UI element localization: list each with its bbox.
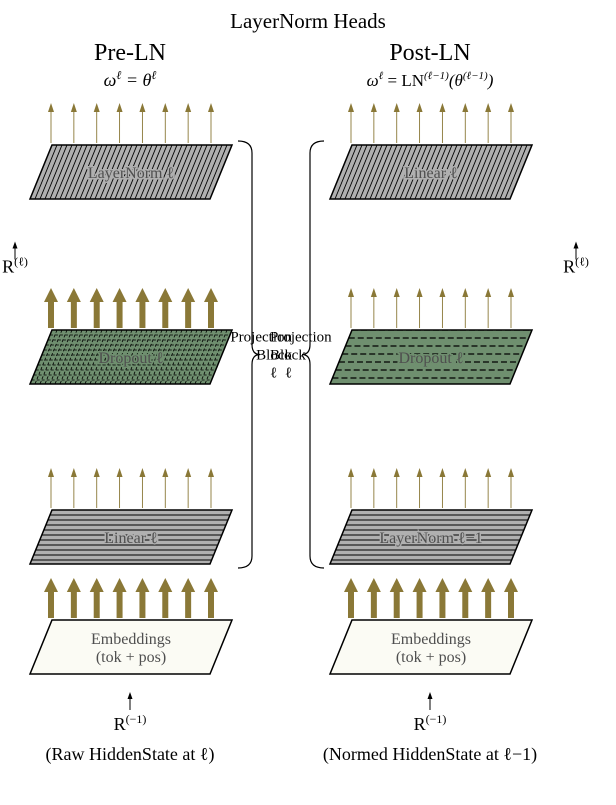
svg-text:LayerNorm Heads: LayerNorm Heads: [230, 9, 386, 33]
svg-text:ℓ: ℓ: [270, 366, 277, 382]
svg-text:ωℓ = θℓ: ωℓ = θℓ: [104, 68, 157, 90]
svg-text:(Raw HiddenState at ℓ): (Raw HiddenState at ℓ): [45, 744, 214, 765]
svg-text:LayerNorm ℓ−1: LayerNorm ℓ−1: [379, 530, 482, 547]
diagram-root: LayerNorm Heads Pre-LNωℓ = θℓ LayerNorm ℓ R…: [0, 0, 616, 800]
svg-text:R(−1): R(−1): [414, 712, 447, 734]
svg-text:Post-LN: Post-LN: [389, 40, 470, 66]
svg-text:Linear ℓ: Linear ℓ: [404, 165, 458, 182]
svg-text:(Normed HiddenState at ℓ−1): (Normed HiddenState at ℓ−1): [323, 744, 537, 765]
svg-text:Linear ℓ: Linear ℓ: [104, 530, 158, 547]
layernorm-heads-diagram: LayerNorm Heads Pre-LNωℓ = θℓ LayerNorm ℓ R…: [0, 0, 616, 800]
svg-text:Pre-LN: Pre-LN: [94, 40, 166, 66]
svg-text:Projection: Projection: [230, 330, 292, 346]
svg-text:Block: Block: [256, 348, 292, 364]
svg-text:LayerNorm ℓ: LayerNorm ℓ: [88, 165, 175, 182]
svg-text:(tok + pos): (tok + pos): [396, 649, 466, 666]
svg-text:R(−1): R(−1): [114, 712, 147, 734]
svg-text:Dropout ℓ: Dropout ℓ: [399, 350, 464, 367]
svg-text:(tok + pos): (tok + pos): [96, 649, 166, 666]
svg-text:Embeddings: Embeddings: [391, 631, 471, 648]
svg-text:Dropout ℓ: Dropout ℓ: [99, 350, 164, 367]
svg-text:ωℓ = LN(ℓ−1)(θ(ℓ−1)): ωℓ = LN(ℓ−1)(θ(ℓ−1)): [367, 70, 494, 90]
svg-text:Embeddings: Embeddings: [91, 631, 171, 648]
svg-text:ℓ: ℓ: [285, 366, 292, 382]
